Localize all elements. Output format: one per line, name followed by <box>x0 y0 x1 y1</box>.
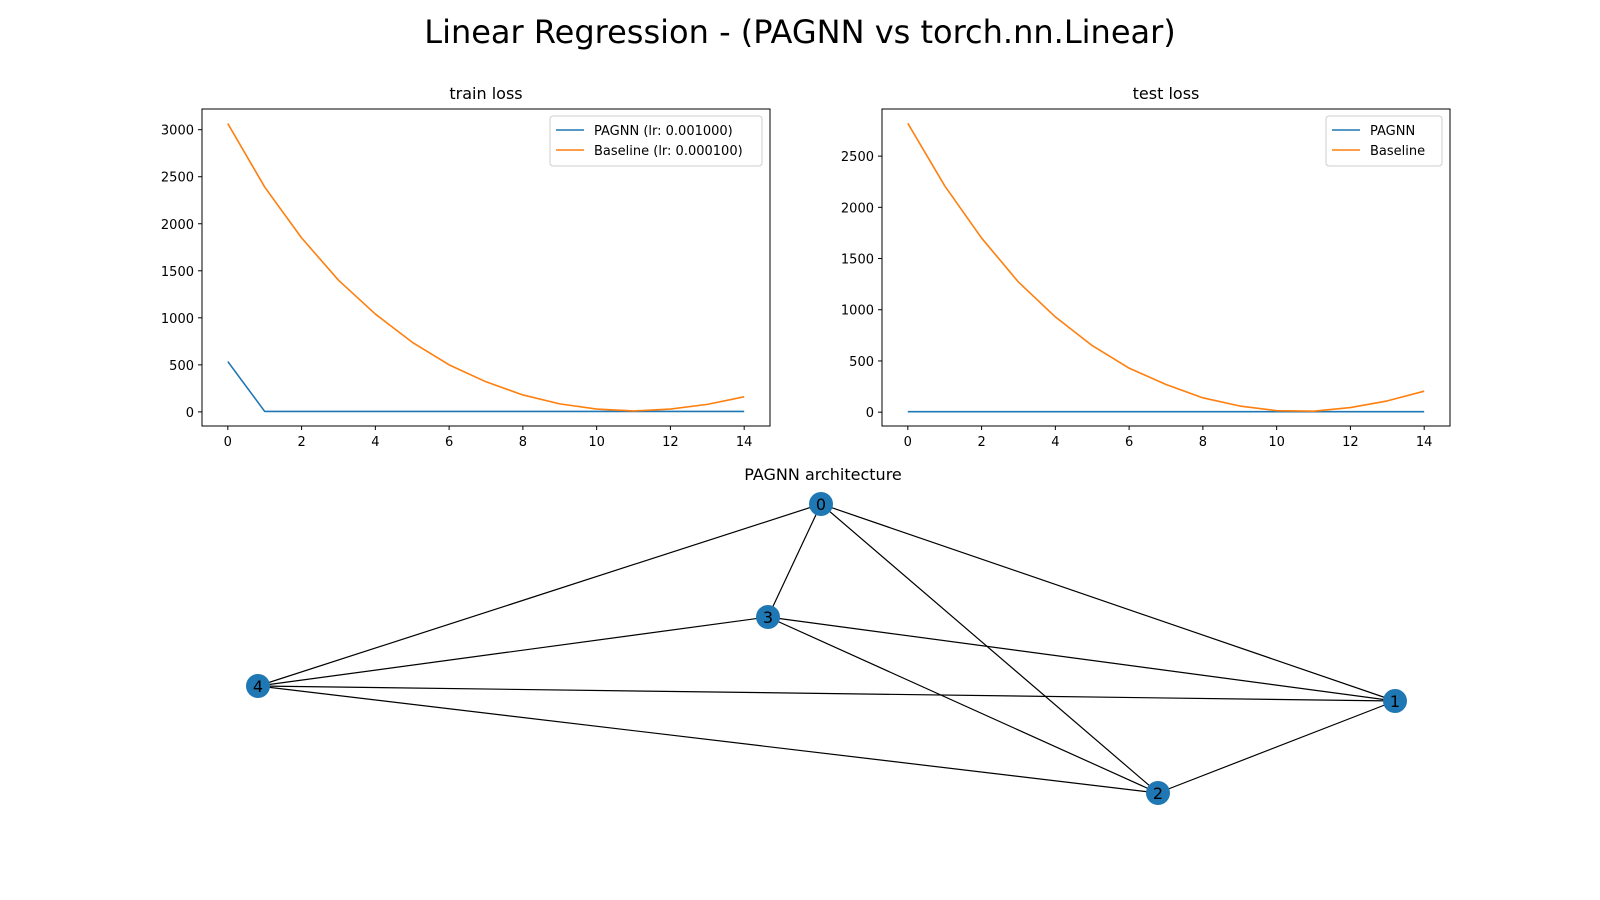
train-x-tick-label: 14 <box>736 435 753 450</box>
test-legend-frame <box>1325 115 1443 167</box>
train-series-line-baseline <box>227 123 745 412</box>
train-legend-label: PAGNN (lr: 0.001000) <box>594 124 733 139</box>
graph-edge-0-4 <box>257 503 822 687</box>
train-y-tick-label: 0 <box>186 406 194 421</box>
test-series-line-baseline <box>907 122 1425 412</box>
train-loss-chart: train loss 0 2 4 6 8 10 12 14 0 500 1000 1500 2000 250… <box>161 84 771 450</box>
train-legend: PAGNN (lr: 0.001000) Baseline (lr: 0.0001… <box>549 115 763 167</box>
graph-edge-3-4 <box>257 616 769 687</box>
train-y-tick-label: 3000 <box>161 124 194 139</box>
train-x-tick-label: 12 <box>662 435 679 450</box>
graph-edge-0-1 <box>820 503 1396 702</box>
test-y-tick-label: 1500 <box>841 253 874 268</box>
train-series-line-pagnn <box>227 361 745 413</box>
test-x-tick-label: 14 <box>1416 435 1433 450</box>
figure-title: Linear Regression - (PAGNN vs torch.nn.L… <box>424 13 1176 51</box>
graph-node-label-4: 4 <box>253 677 263 696</box>
graph-nodes: 0 1 2 3 4 <box>246 492 1407 805</box>
test-x-tick-label: 4 <box>1051 435 1059 450</box>
test-x-tick-label: 10 <box>1268 435 1285 450</box>
train-x-tick-label: 6 <box>445 435 453 450</box>
test-legend-label: PAGNN <box>1370 124 1415 139</box>
train-legend-frame <box>549 115 763 167</box>
test-legend: PAGNN Baseline <box>1325 115 1443 167</box>
graph-edge-2-1 <box>1157 700 1396 794</box>
train-y-tick-label: 2500 <box>161 171 194 186</box>
test-x-tick-label: 6 <box>1125 435 1133 450</box>
graph-edge-3-1 <box>767 616 1396 702</box>
test-chart-title: test loss <box>1133 84 1200 103</box>
train-y-tick-label: 1500 <box>161 265 194 280</box>
train-x-tick-label: 0 <box>224 435 232 450</box>
train-x-tick-label: 4 <box>371 435 379 450</box>
graph-node-label-3: 3 <box>763 608 773 627</box>
test-axes-frame <box>881 108 1451 427</box>
train-y-tick-label: 1000 <box>161 312 194 327</box>
train-legend-label: Baseline (lr: 0.000100) <box>594 144 743 159</box>
test-x-tick-label: 12 <box>1342 435 1359 450</box>
train-x-tick-label: 8 <box>519 435 527 450</box>
test-x-tick-label: 8 <box>1199 435 1207 450</box>
train-y-tick-label: 500 <box>169 359 194 374</box>
train-chart-title: train loss <box>449 84 522 103</box>
test-y-tick-label: 2500 <box>841 150 874 165</box>
graph-node-2 <box>1146 781 1170 805</box>
graph-edges <box>257 503 1396 794</box>
test-y-tick-label: 2000 <box>841 201 874 216</box>
graph-node-3 <box>756 605 780 629</box>
graph-edge-3-2 <box>767 616 1159 794</box>
train-y-tick-label: 2000 <box>161 218 194 233</box>
pagnn-architecture-graph: PAGNN architecture 0 1 2 3 4 <box>246 465 1407 805</box>
test-x-tick-label: 2 <box>977 435 985 450</box>
graph-node-4 <box>246 674 270 698</box>
train-x-tick-label: 2 <box>297 435 305 450</box>
graph-edge-0-3 <box>767 503 822 618</box>
graph-node-1 <box>1383 689 1407 713</box>
graph-title: PAGNN architecture <box>744 465 902 484</box>
graph-node-label-0: 0 <box>816 495 826 514</box>
graph-node-0 <box>809 492 833 516</box>
test-legend-label: Baseline <box>1370 144 1425 159</box>
test-loss-chart: test loss 0 2 4 6 8 10 12 14 0 500 1000 1500 2000 2500… <box>841 84 1451 450</box>
graph-node-label-2: 2 <box>1153 784 1163 803</box>
test-y-tick-label: 0 <box>866 406 874 421</box>
test-y-tick-label: 500 <box>849 355 874 370</box>
test-x-tick-label: 0 <box>904 435 912 450</box>
train-x-tick-label: 10 <box>588 435 605 450</box>
test-y-tick-label: 1000 <box>841 304 874 319</box>
graph-edge-0-2 <box>820 503 1159 794</box>
graph-edge-4-1 <box>257 685 1396 702</box>
train-axes-frame <box>201 108 771 427</box>
graph-node-label-1: 1 <box>1390 692 1400 711</box>
graph-edge-4-2 <box>257 685 1159 794</box>
